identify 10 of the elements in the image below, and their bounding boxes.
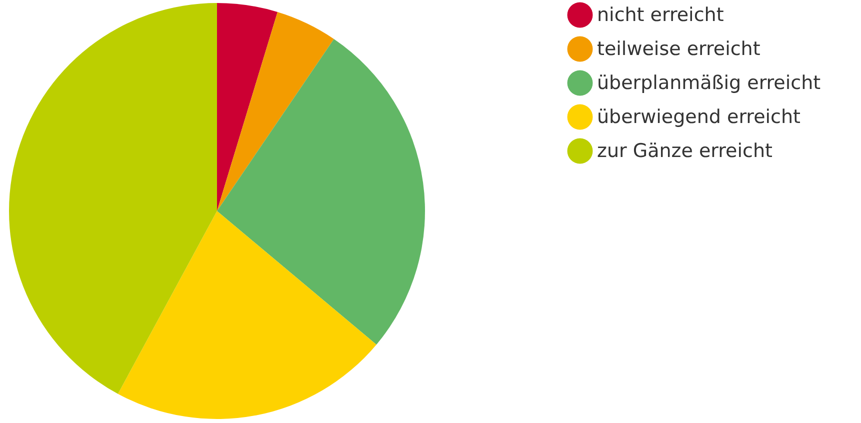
pie-slice [217,12,334,211]
legend-label: überwiegend erreicht [597,106,800,128]
pie-slice [217,3,278,211]
pie-slice [217,38,425,345]
legend-label: teilweise erreicht [597,38,760,60]
legend-label: überplanmäßig erreicht [597,72,821,94]
pie-slice [9,3,217,394]
legend-label: nicht erreicht [597,4,724,26]
pie-slice [118,211,376,419]
legend-label: zur Gänze erreicht [597,140,772,162]
